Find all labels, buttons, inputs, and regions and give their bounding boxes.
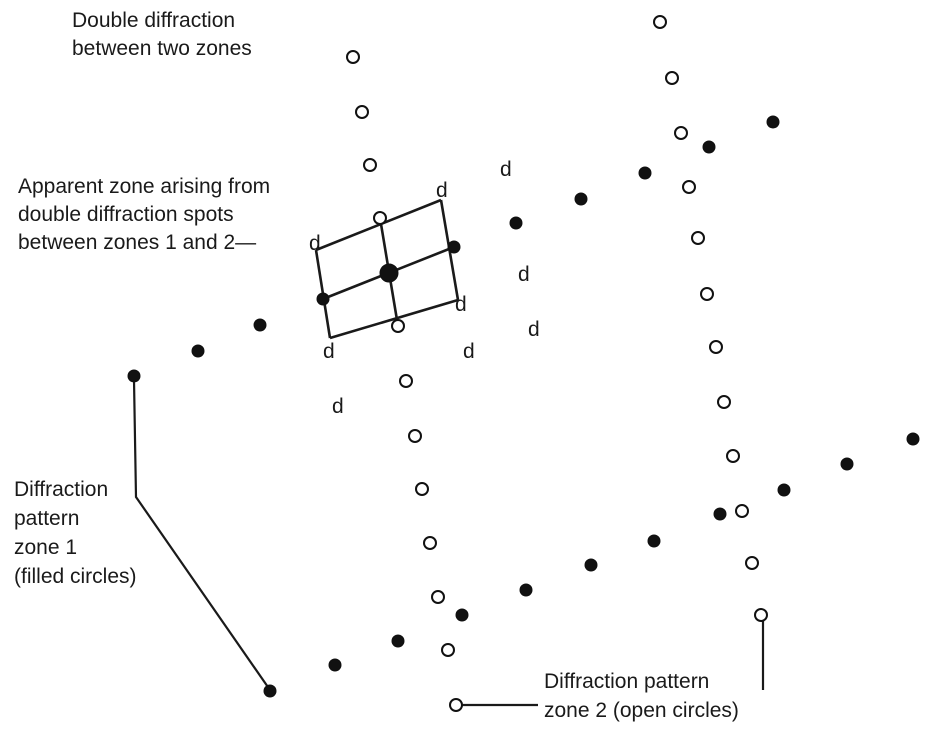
d-label: d xyxy=(436,179,448,202)
annotation-line: between two zones xyxy=(72,37,252,60)
annotation-line: Diffraction pattern xyxy=(544,670,709,693)
d-label: d xyxy=(332,395,344,418)
d-label: d xyxy=(323,340,335,363)
zone1-leader-line xyxy=(132,379,271,691)
filled-spot xyxy=(328,658,342,672)
d-label: d xyxy=(518,263,530,286)
filled-spot xyxy=(777,483,791,497)
zone1-annotation: Diffraction pattern zone 1 (filled circl… xyxy=(14,478,137,588)
d-label: d xyxy=(309,232,321,255)
filled-spot xyxy=(509,216,523,230)
double-diffraction-labels: d d d d d d d d d xyxy=(309,158,540,418)
annotation-line: between zones 1 and 2— xyxy=(18,231,256,254)
zone1-spots xyxy=(127,115,920,698)
annotation-line: Double diffraction xyxy=(72,9,235,32)
filled-spot xyxy=(455,608,469,622)
filled-spot xyxy=(702,140,716,154)
d-label: d xyxy=(455,293,467,316)
double-diffraction-annotation: Double diffraction between two zones xyxy=(72,9,252,60)
open-spot xyxy=(653,15,667,29)
open-spot xyxy=(391,319,405,333)
zone2-spots xyxy=(346,15,768,712)
d-label: d xyxy=(528,318,540,341)
annotation-line: (filled circles) xyxy=(14,565,137,588)
open-spot xyxy=(726,449,740,463)
open-spot xyxy=(441,643,455,657)
annotation-line: Diffraction xyxy=(14,478,108,501)
d-label: d xyxy=(463,340,475,363)
open-spot xyxy=(691,231,705,245)
annotation-line: zone 1 xyxy=(14,536,77,559)
d-label: d xyxy=(500,158,512,181)
open-spot xyxy=(682,180,696,194)
filled-spot xyxy=(316,292,330,306)
filled-spot xyxy=(584,558,598,572)
filled-spot xyxy=(840,457,854,471)
open-spot xyxy=(449,698,463,712)
filled-spot xyxy=(391,634,405,648)
filled-spot xyxy=(253,318,267,332)
open-spot xyxy=(363,158,377,172)
filled-spot xyxy=(263,684,277,698)
open-spot xyxy=(399,374,413,388)
apparent-zone-annotation: Apparent zone arising from double diffra… xyxy=(18,175,270,254)
open-spot xyxy=(717,395,731,409)
filled-spot xyxy=(647,534,661,548)
open-spot xyxy=(745,556,759,570)
open-spot xyxy=(415,482,429,496)
open-spot xyxy=(408,429,422,443)
filled-spot xyxy=(191,344,205,358)
filled-spot xyxy=(519,583,533,597)
open-spot xyxy=(674,126,688,140)
open-spot xyxy=(709,340,723,354)
annotation-line: double diffraction spots xyxy=(18,203,234,226)
annotation-line: zone 2 (open circles) xyxy=(544,699,739,722)
open-spot xyxy=(423,536,437,550)
open-spot xyxy=(735,504,749,518)
open-spot xyxy=(754,608,768,622)
filled-spot xyxy=(713,507,727,521)
filled-spot xyxy=(766,115,780,129)
zone2-annotation: Diffraction pattern zone 2 (open circles… xyxy=(544,670,739,722)
filled-spot-center xyxy=(379,263,399,283)
annotation-line: Apparent zone arising from xyxy=(18,175,270,198)
open-spot xyxy=(355,105,369,119)
open-spot xyxy=(700,287,714,301)
open-spot xyxy=(431,590,445,604)
filled-spot xyxy=(574,192,588,206)
open-spot xyxy=(346,50,360,64)
filled-spot xyxy=(906,432,920,446)
open-spot xyxy=(665,71,679,85)
open-spot xyxy=(373,211,387,225)
filled-spot xyxy=(638,166,652,180)
filled-spot xyxy=(447,240,461,254)
filled-spot xyxy=(127,369,141,383)
annotation-line: pattern xyxy=(14,507,79,530)
